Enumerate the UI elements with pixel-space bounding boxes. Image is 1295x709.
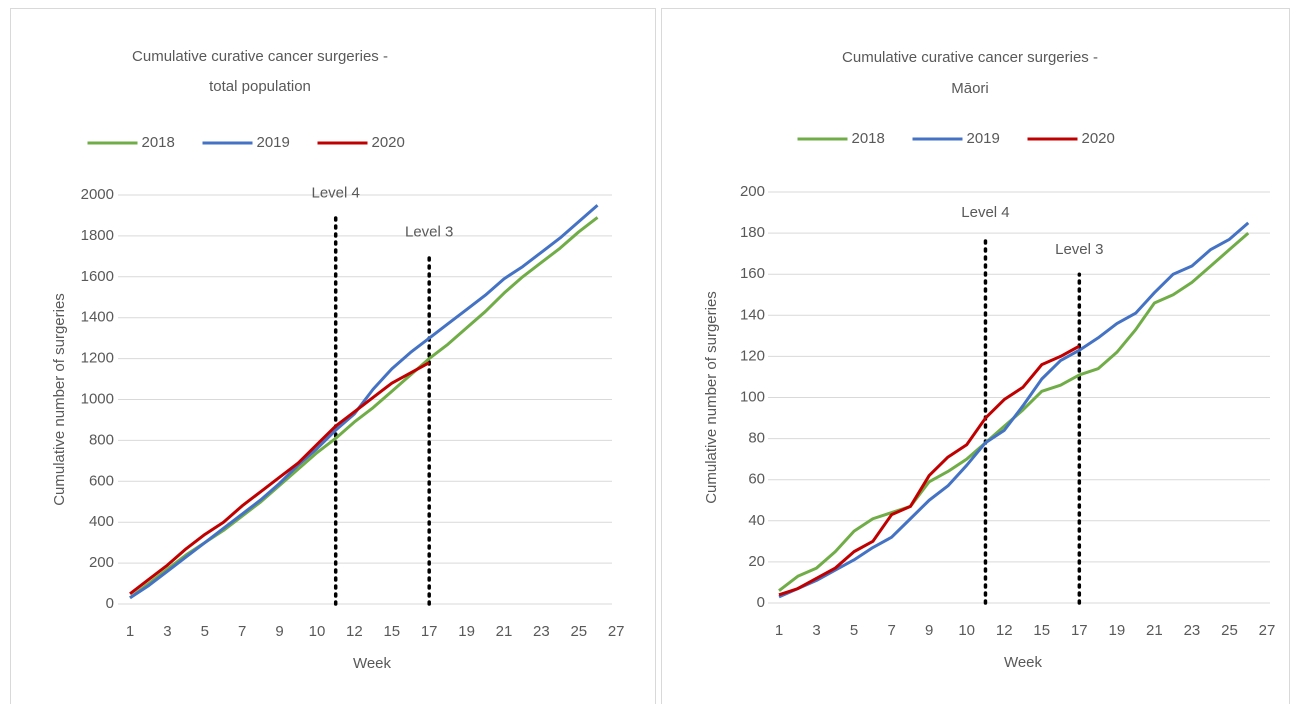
x-axis-label: Week xyxy=(1004,654,1043,671)
y-tick-label: 800 xyxy=(89,431,114,448)
x-tick-label: 7 xyxy=(887,622,895,639)
line-series xyxy=(778,221,1250,599)
x-tick-label: 3 xyxy=(812,622,820,639)
x-tick-label: 15 xyxy=(1033,622,1050,639)
x-tick-label: 17 xyxy=(1071,622,1088,639)
x-tick-label: 12 xyxy=(996,622,1013,639)
y-tick-label: 80 xyxy=(748,430,765,447)
x-tick-label: 27 xyxy=(1259,622,1276,639)
x-tick-label: 9 xyxy=(925,622,933,639)
legend-label: 2018 xyxy=(852,130,885,147)
x-tick-label: 10 xyxy=(958,622,975,639)
x-tick-label: 17 xyxy=(421,623,438,640)
y-tick-label: 2000 xyxy=(81,186,114,203)
annotation-label: Level 3 xyxy=(405,223,453,240)
annotation-label: Level 4 xyxy=(312,184,360,201)
x-tick-label: 21 xyxy=(1146,622,1163,639)
x-tick-label: 25 xyxy=(1221,622,1238,639)
x-tick-label: 5 xyxy=(201,623,209,640)
chart-title: Māori xyxy=(951,80,989,97)
y-tick-label: 1400 xyxy=(81,309,114,326)
line-series xyxy=(778,344,1081,597)
y-tick-label: 1000 xyxy=(81,390,114,407)
x-tick-label: 7 xyxy=(238,623,246,640)
y-tick-label: 200 xyxy=(740,183,765,200)
y-tick-label: 0 xyxy=(757,594,765,611)
y-tick-label: 160 xyxy=(740,265,765,282)
x-tick-label: 3 xyxy=(163,623,171,640)
y-axis-label: Cumulative number of surgeries xyxy=(703,291,720,504)
y-tick-label: 400 xyxy=(89,513,114,530)
y-tick-label: 600 xyxy=(89,472,114,489)
annotation-label: Level 4 xyxy=(961,204,1009,221)
y-tick-label: 120 xyxy=(740,347,765,364)
legend-label: 2018 xyxy=(142,134,175,151)
x-tick-label: 12 xyxy=(346,623,363,640)
y-tick-label: 180 xyxy=(740,224,765,241)
y-tick-label: 1600 xyxy=(81,268,114,285)
y-tick-label: 200 xyxy=(89,554,114,571)
x-tick-label: 21 xyxy=(496,623,513,640)
y-tick-label: 0 xyxy=(106,595,114,612)
legend-label: 2019 xyxy=(967,130,1000,147)
y-tick-label: 1200 xyxy=(81,350,114,367)
annotation-label: Level 3 xyxy=(1055,241,1103,258)
chart-title: Cumulative curative cancer surgeries - xyxy=(132,48,388,65)
x-tick-label: 10 xyxy=(309,623,326,640)
x-tick-label: 27 xyxy=(608,623,625,640)
y-tick-label: 40 xyxy=(748,512,765,529)
x-tick-label: 25 xyxy=(570,623,587,640)
panel xyxy=(661,8,1290,709)
legend-label: 2020 xyxy=(372,134,405,151)
x-tick-label: 23 xyxy=(533,623,550,640)
x-tick-label: 23 xyxy=(1184,622,1201,639)
y-axis-label: Cumulative number of surgeries xyxy=(51,293,68,506)
y-tick-label: 100 xyxy=(740,388,765,405)
y-tick-label: 60 xyxy=(748,471,765,488)
y-tick-label: 1800 xyxy=(81,227,114,244)
x-tick-label: 15 xyxy=(383,623,400,640)
x-tick-label: 5 xyxy=(850,622,858,639)
y-tick-label: 20 xyxy=(748,553,765,570)
legend-label: 2019 xyxy=(257,134,290,151)
chart-title: Cumulative curative cancer surgeries - xyxy=(842,49,1098,66)
y-tick-label: 140 xyxy=(740,306,765,323)
chart-title: total population xyxy=(209,78,311,95)
x-axis-label: Week xyxy=(353,655,392,672)
x-tick-label: 1 xyxy=(775,622,783,639)
x-tick-label: 1 xyxy=(126,623,134,640)
x-tick-label: 19 xyxy=(458,623,475,640)
line-series xyxy=(129,361,430,595)
x-tick-label: 9 xyxy=(275,623,283,640)
x-tick-label: 19 xyxy=(1109,622,1126,639)
line-series xyxy=(129,204,599,600)
legend-label: 2020 xyxy=(1082,130,1115,147)
